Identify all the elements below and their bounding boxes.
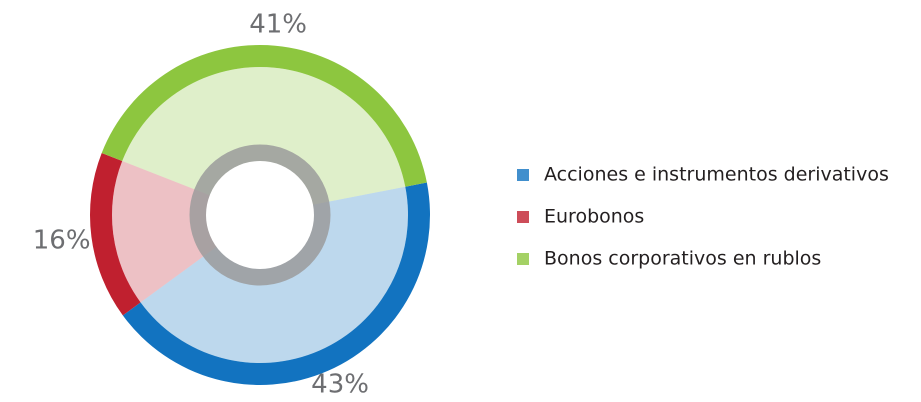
legend-swatch: [517, 169, 529, 181]
legend-label: Eurobonos: [544, 206, 644, 228]
value-label: 41%: [249, 10, 307, 40]
slice-fill: [111, 160, 260, 303]
inner-ring: [189, 144, 331, 286]
legend-swatch: [517, 253, 529, 265]
slice-fill: [122, 67, 406, 215]
value-label: 16%: [33, 225, 91, 255]
slice-ring: [122, 182, 431, 385]
hole: [206, 161, 314, 269]
slice-ring: [101, 45, 427, 187]
legend-label: Bonos corporativos en rublos: [544, 248, 821, 270]
slice-ring: [90, 152, 141, 316]
legend-swatch: [517, 211, 529, 223]
value-label: 43%: [311, 370, 369, 400]
legend-label: Acciones e instrumentos derivativos: [544, 164, 889, 186]
